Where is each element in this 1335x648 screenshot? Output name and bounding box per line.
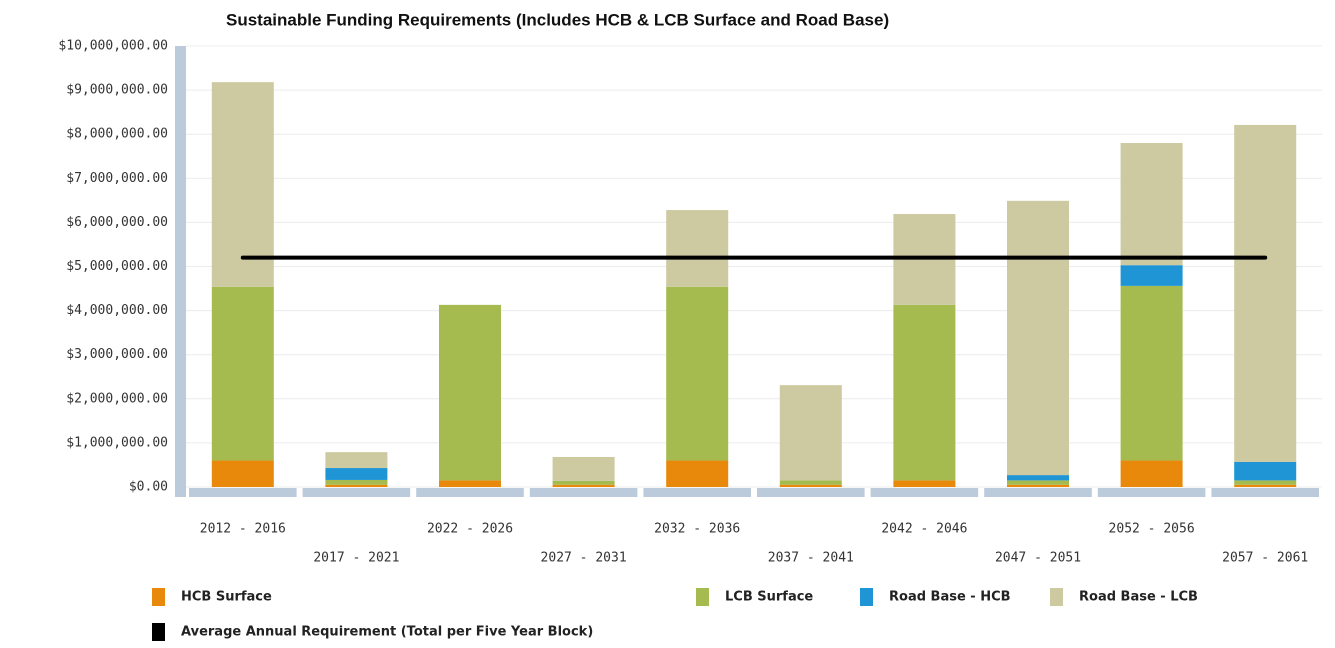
y-tick-label: $5,000,000.00 — [66, 259, 168, 274]
x-axis-segment — [416, 488, 524, 497]
y-tick-label: $10,000,000.00 — [58, 39, 168, 54]
bar-segment — [325, 468, 388, 480]
y-tick-label: $4,000,000.00 — [66, 303, 168, 318]
x-tick-label: 2047 - 2051 — [995, 551, 1081, 566]
x-tick-label: 2052 - 2056 — [1109, 522, 1195, 537]
legend-label: Road Base - HCB — [889, 590, 1011, 605]
legend-swatch — [1050, 588, 1063, 606]
bar-segment — [779, 385, 842, 481]
x-axis-segment — [757, 488, 865, 497]
bar-segment — [325, 479, 388, 485]
x-axis-segment — [1097, 488, 1206, 497]
bar-segment — [666, 460, 729, 487]
y-tick-label: $9,000,000.00 — [66, 83, 168, 98]
y-axis — [175, 46, 186, 497]
chart-title: Sustainable Funding Requirements (Includ… — [226, 10, 889, 29]
bar-segment — [666, 210, 729, 287]
legend-swatch — [152, 588, 165, 606]
y-tick-label: $8,000,000.00 — [66, 127, 168, 142]
x-axis-segment — [189, 488, 297, 497]
bar-segment — [439, 480, 501, 487]
bar-segment — [211, 82, 274, 287]
bar-segment — [779, 484, 842, 487]
x-tick-label: 2017 - 2021 — [313, 551, 399, 566]
bar-segment — [552, 457, 615, 481]
bar-segment — [1234, 124, 1297, 462]
bar-segment — [325, 484, 388, 487]
bar-segment — [666, 286, 729, 461]
bar-segment — [1120, 143, 1183, 266]
x-tick-label: 2042 - 2046 — [881, 522, 967, 537]
bar-segment — [211, 460, 274, 487]
bar-segment — [552, 484, 615, 487]
bar-segment — [893, 304, 956, 481]
y-tick-label: $3,000,000.00 — [66, 347, 168, 362]
x-axis-segment — [1211, 488, 1319, 497]
bar-segment — [1234, 480, 1297, 485]
bar-segment — [1007, 484, 1069, 487]
y-tick-label: $0.00 — [129, 480, 168, 495]
bar-segment — [552, 480, 615, 485]
x-tick-label: 2037 - 2041 — [768, 551, 854, 566]
bar-segment — [893, 480, 956, 487]
bar-segment — [1234, 461, 1297, 481]
bar-segment — [211, 286, 274, 461]
x-axis-segment — [984, 488, 1092, 497]
bar-segment — [1234, 484, 1297, 487]
legend-label: Road Base - LCB — [1079, 590, 1198, 605]
y-tick-label: $6,000,000.00 — [66, 215, 168, 230]
x-tick-label: 2057 - 2061 — [1222, 551, 1308, 566]
bar-segment — [779, 480, 842, 485]
x-axis-segment — [643, 488, 751, 497]
x-tick-label: 2027 - 2031 — [541, 551, 627, 566]
x-axis-segment — [529, 488, 638, 497]
legend-label: LCB Surface — [725, 590, 813, 605]
x-axis-segment — [870, 488, 979, 497]
bar-segment — [439, 304, 501, 481]
legend-swatch — [152, 623, 165, 641]
legend-label: Average Annual Requirement (Total per Fi… — [181, 625, 593, 640]
y-tick-label: $1,000,000.00 — [66, 435, 168, 450]
bar-segment — [325, 452, 388, 469]
bar-segment — [1120, 285, 1183, 461]
legend-swatch — [696, 588, 709, 606]
bar-segment — [1007, 475, 1069, 481]
legend-swatch — [860, 588, 873, 606]
y-tick-label: $2,000,000.00 — [66, 391, 168, 406]
bar-segment — [1120, 265, 1183, 286]
bar-segment — [1007, 480, 1069, 485]
x-tick-label: 2032 - 2036 — [654, 522, 740, 537]
x-axis-segment — [302, 488, 411, 497]
bar-segment — [1120, 460, 1183, 487]
legend-label: HCB Surface — [181, 590, 272, 605]
y-tick-label: $7,000,000.00 — [66, 171, 168, 186]
bar-segment — [1007, 200, 1069, 476]
x-tick-label: 2012 - 2016 — [200, 522, 286, 537]
x-tick-label: 2022 - 2026 — [427, 522, 513, 537]
